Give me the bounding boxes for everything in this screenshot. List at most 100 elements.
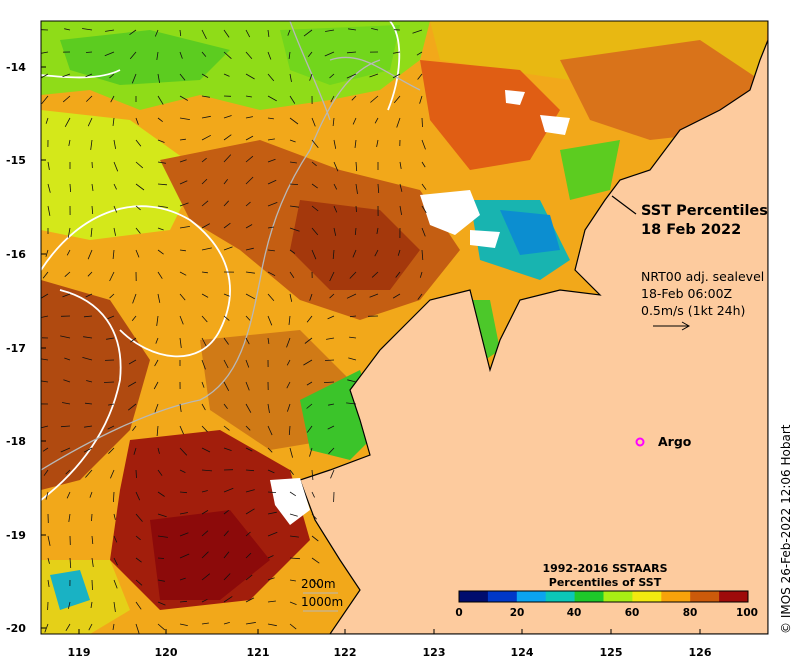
current-vector [179,293,186,301]
colorbar-segment [459,591,489,602]
current-vector [60,447,71,453]
current-vector [65,469,71,475]
current-vector [88,623,93,631]
current-vector [130,337,137,343]
current-vector [109,271,115,282]
current-vector [245,135,254,141]
lon-tick-label: 124 [510,646,534,659]
current-vector [179,159,187,163]
current-vector [311,183,318,189]
current-vector [45,117,49,124]
current-vector [327,315,335,320]
current-vector [354,227,357,236]
current-vector [286,359,291,366]
current-vector [85,51,93,53]
current-vector [223,134,232,141]
current-vector [201,490,208,493]
current-vector [103,381,115,383]
current-vector [109,73,115,79]
current-vector [47,535,51,546]
current-vector [421,249,424,261]
current-vector [223,315,230,321]
current-vector [349,271,357,279]
current-vector [245,531,251,537]
lat-tick-label: -15 [6,154,26,167]
map-title-line2: 18 Feb 2022 [641,222,742,238]
current-vector [89,491,93,498]
lat-tick-label: -17 [6,342,26,355]
current-vector [376,139,379,147]
current-vector [86,95,93,102]
current-vector [83,336,93,339]
current-vector [62,402,71,405]
current-vector [67,227,71,238]
lat-tick-label: -19 [6,529,26,542]
current-vector [112,623,115,630]
current-vector [329,73,335,79]
current-vector [267,51,272,60]
current-vector [376,227,379,234]
current-vectors [41,28,427,634]
current-vector [128,359,137,365]
current-vector [104,51,115,57]
current-vector [311,117,316,127]
current-vector [267,600,276,603]
current-vector [369,73,379,78]
current-vector [306,403,313,409]
current-vector [91,557,94,567]
current-vector [201,447,211,453]
current-vector [223,403,228,410]
current-vector [289,623,297,630]
current-vector [179,271,187,276]
current-vector [179,623,188,626]
current-vector [245,597,255,603]
current-vector [156,425,159,437]
current-vector [157,447,160,454]
current-vector [267,447,273,453]
current-vector [128,381,137,387]
colorbar-frame [458,590,749,603]
current-vector [309,447,313,457]
current-vector [346,402,357,405]
current-vector [157,491,165,497]
lon-tick-label: 120 [154,646,178,659]
current-vector [179,512,188,515]
current-vector [245,247,254,251]
current-vector [201,403,206,411]
current-vector [68,601,71,609]
current-vector [289,601,297,605]
current-vector [245,552,252,559]
current-vector [399,161,402,169]
current-vector [47,183,51,193]
current-vector [179,117,190,120]
current-vector [333,227,337,236]
current-vector [311,513,317,520]
current-vector [223,487,234,493]
current-vector [309,293,313,301]
current-vector [288,425,291,436]
current-vector [201,315,208,323]
current-vector [179,553,190,559]
current-vector [223,596,233,603]
current-vector [351,95,357,101]
current-vector [157,249,164,255]
current-vector [135,557,142,563]
current-vector [90,139,93,150]
current-vector [245,337,250,345]
current-vector [201,551,209,559]
current-vector [267,511,277,515]
current-vector [267,531,278,537]
current-vector [421,117,423,128]
current-vector [47,161,50,170]
current-vector [267,202,278,207]
current-vector [306,315,313,323]
current-vector [245,622,256,625]
current-vector [245,489,255,493]
product-name: NRT00 adj. sealevel [641,269,765,284]
current-vector [333,161,339,172]
current-vector [417,293,423,300]
current-vector [62,293,71,298]
current-vector [108,447,115,454]
current-vector [267,138,275,141]
current-vector [42,271,49,279]
